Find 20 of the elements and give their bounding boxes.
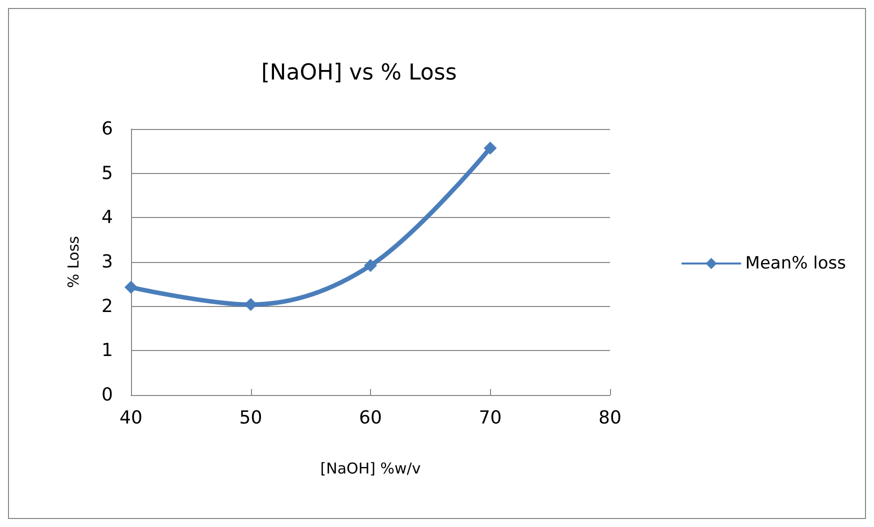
y-tick-label: 5 [102, 162, 113, 184]
x-tick-label: 70 [478, 408, 502, 428]
point [244, 298, 258, 312]
y-tick-label: 0 [102, 384, 113, 406]
point [124, 280, 138, 294]
y-tick-label: 4 [102, 207, 113, 228]
x-tick-label: 40 [120, 408, 142, 428]
x-axis-title: [NaOH] %w/v [320, 460, 421, 478]
y-tick-label: 3 [102, 252, 113, 272]
x-tick-label: 50 [239, 408, 262, 428]
x-tick-label: 80 [598, 408, 622, 428]
point [484, 142, 497, 155]
x-tick-label: 60 [359, 408, 382, 428]
y-tick-label: 1 [102, 340, 113, 362]
legend-label: Mean% loss [745, 254, 846, 274]
y-tick-label: 2 [102, 296, 113, 317]
chart-title: [NaOH] vs % Loss [261, 60, 457, 86]
y-axis-title: % Loss [64, 236, 82, 288]
point [364, 259, 377, 272]
y-tick-label: 6 [102, 118, 113, 140]
